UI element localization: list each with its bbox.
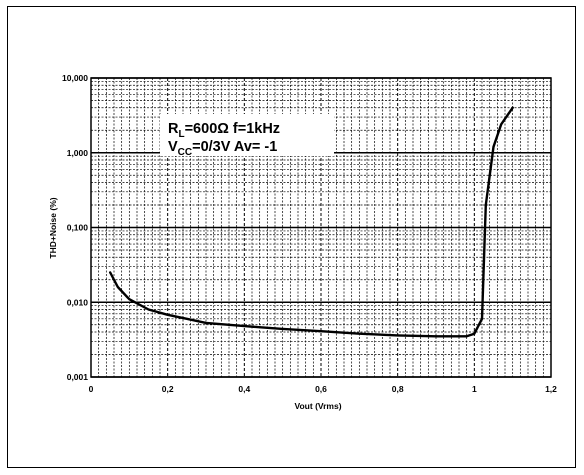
x-tick-label: 0,2 bbox=[162, 384, 174, 394]
series-line bbox=[109, 106, 514, 338]
chart-frame bbox=[7, 6, 576, 468]
annotation-rl-rest: =600Ω f=1kHz bbox=[185, 121, 280, 137]
series-group bbox=[109, 106, 514, 338]
annotation-rl-sub: L bbox=[178, 129, 184, 140]
y-tick-label: 10,000 bbox=[62, 73, 88, 83]
x-tick-label: 1,2 bbox=[545, 384, 557, 394]
y-tick-label: 0,100 bbox=[67, 223, 89, 233]
y-tick-label: 0,001 bbox=[67, 372, 89, 382]
x-tick-label: 0,4 bbox=[238, 384, 250, 394]
y-tick-labels: 0,001 0,010 0,100 1,000 10,000 bbox=[62, 73, 88, 382]
annotation-vcc-sub: CC bbox=[178, 147, 192, 158]
x-tick-labels: 0 0,2 0,4 0,6 0,8 1 1,2 bbox=[89, 384, 558, 394]
annotation-box bbox=[160, 114, 334, 156]
annotation-vcc-rest: =0/3V Av= -1 bbox=[192, 139, 277, 155]
y-tick-label: 1,000 bbox=[67, 148, 89, 158]
y-tick-label: 0,010 bbox=[67, 297, 89, 307]
y-axis-label: THD+Noise (%) bbox=[48, 197, 58, 258]
x-tick-label: 0,8 bbox=[392, 384, 404, 394]
plot-border bbox=[90, 77, 552, 378]
x-tick-label: 1 bbox=[472, 384, 477, 394]
x-axis-label: Vout (Vrms) bbox=[294, 401, 341, 411]
x-tick-label: 0 bbox=[89, 384, 94, 394]
annotation-rl-main: R bbox=[168, 121, 179, 137]
x-tick-label: 0,6 bbox=[315, 384, 327, 394]
annotation-line-1: RL=600Ω f=1kHz bbox=[168, 121, 280, 140]
annotation-vcc-main: V bbox=[168, 139, 178, 155]
annotation-line-2: VCC=0/3V Av= -1 bbox=[168, 139, 277, 158]
